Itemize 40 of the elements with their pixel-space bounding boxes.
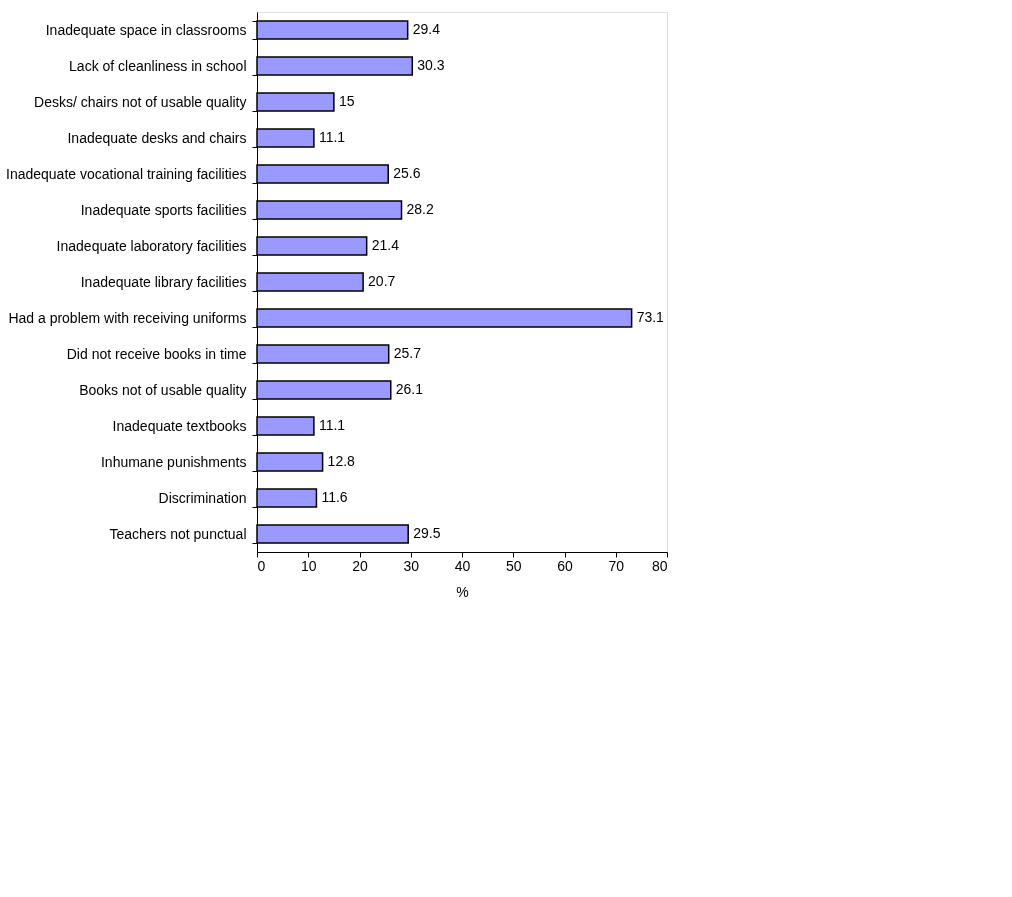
data-label: 26.1	[395, 381, 424, 397]
y-tick-label: Discrimination	[158, 489, 247, 506]
data-label: 20.7	[368, 273, 396, 289]
x-tick-label: 80	[651, 557, 668, 574]
x-tick-label: 40	[454, 557, 471, 574]
y-tick-label: Lack of cleanliness in school	[69, 57, 247, 74]
y-tick-label: Desks/ chairs not of usable quality	[34, 93, 247, 110]
data-label: 12.8	[327, 453, 356, 469]
y-tick-label: Inadequate desks and chairs	[67, 129, 247, 146]
y-tick-label: Inadequate laboratory facilities	[56, 237, 247, 254]
y-tick-label: Inadequate textbooks	[112, 417, 247, 434]
y-tick-label: Books not of usable quality	[79, 381, 247, 398]
y-tick-label: Inadequate space in classrooms	[45, 21, 247, 38]
y-tick-label: Inadequate vocational training facilities	[6, 165, 247, 182]
x-tick-label: 50	[505, 557, 522, 574]
data-label: 25.6	[393, 165, 421, 181]
data-label: 11.1	[318, 129, 346, 145]
data-label: 29.4	[412, 21, 441, 37]
data-label: 30.3	[417, 57, 445, 73]
x-tick-label: 20	[352, 557, 368, 574]
data-label: 21.4	[371, 237, 400, 253]
data-label: 25.7	[393, 345, 422, 361]
data-label: 11.6	[321, 489, 348, 505]
x-tick-label: 70	[608, 557, 625, 574]
data-label: 11.1	[318, 417, 346, 433]
data-label: 29.5	[413, 525, 441, 541]
x-tick-label: 0	[257, 557, 266, 574]
x-axis-title: %	[456, 583, 469, 600]
y-tick-label: Had a problem with receiving uniforms	[8, 309, 247, 326]
data-label: 28.2	[406, 201, 434, 217]
data-label: 73.1	[636, 309, 665, 325]
y-tick-label: Inadequate library facilities	[80, 273, 247, 290]
x-tick-label: 60	[557, 557, 573, 574]
y-tick-label: Did not receive books in time	[66, 345, 247, 362]
y-tick-label: Inhumane punishments	[100, 453, 247, 470]
x-tick-label: 30	[403, 557, 420, 574]
y-tick-label: Teachers not punctual	[109, 525, 247, 542]
y-tick-label: Inadequate sports facilities	[80, 201, 247, 218]
x-tick-label: 10	[300, 557, 317, 574]
data-label: 15	[338, 93, 355, 109]
